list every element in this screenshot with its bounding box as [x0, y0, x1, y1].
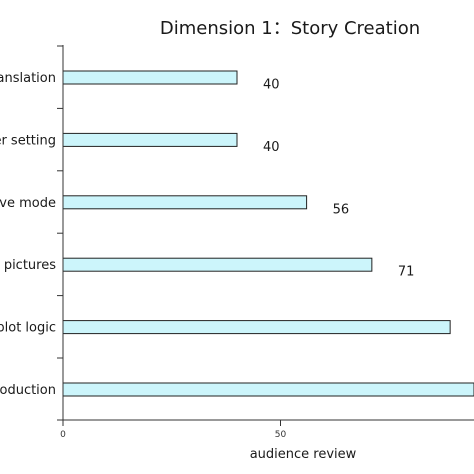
data-label: 71: [398, 265, 415, 280]
data-label: 40: [263, 78, 280, 93]
category-label: anslation: [0, 71, 56, 86]
category-labels: anslation er setting ve mode l pictures plot…: [0, 71, 56, 398]
data-label: 40: [263, 140, 280, 155]
category-label: er setting: [0, 133, 56, 148]
value-labels: 40 40 56 71: [263, 78, 414, 280]
x-axis-ticks: 0 50: [60, 420, 286, 440]
x-tick-label: 50: [275, 430, 287, 440]
category-label: ve mode: [0, 196, 56, 211]
bars-group: [62, 70, 474, 397]
bar: [62, 320, 451, 335]
bar: [62, 257, 373, 272]
bar: [62, 195, 308, 210]
y-axis-ticks: [57, 45, 63, 421]
x-axis-title: audience review: [250, 447, 357, 462]
bar: [62, 382, 474, 397]
category-label: roduction: [0, 383, 56, 398]
chart-title: Dimension 1：Story Creation: [160, 18, 420, 39]
category-label: plot logic: [0, 321, 56, 336]
x-tick-label: 0: [60, 430, 66, 440]
bar: [62, 132, 238, 147]
data-label: 56: [333, 202, 350, 217]
bar: [62, 70, 238, 85]
category-label: l pictures: [0, 258, 56, 273]
